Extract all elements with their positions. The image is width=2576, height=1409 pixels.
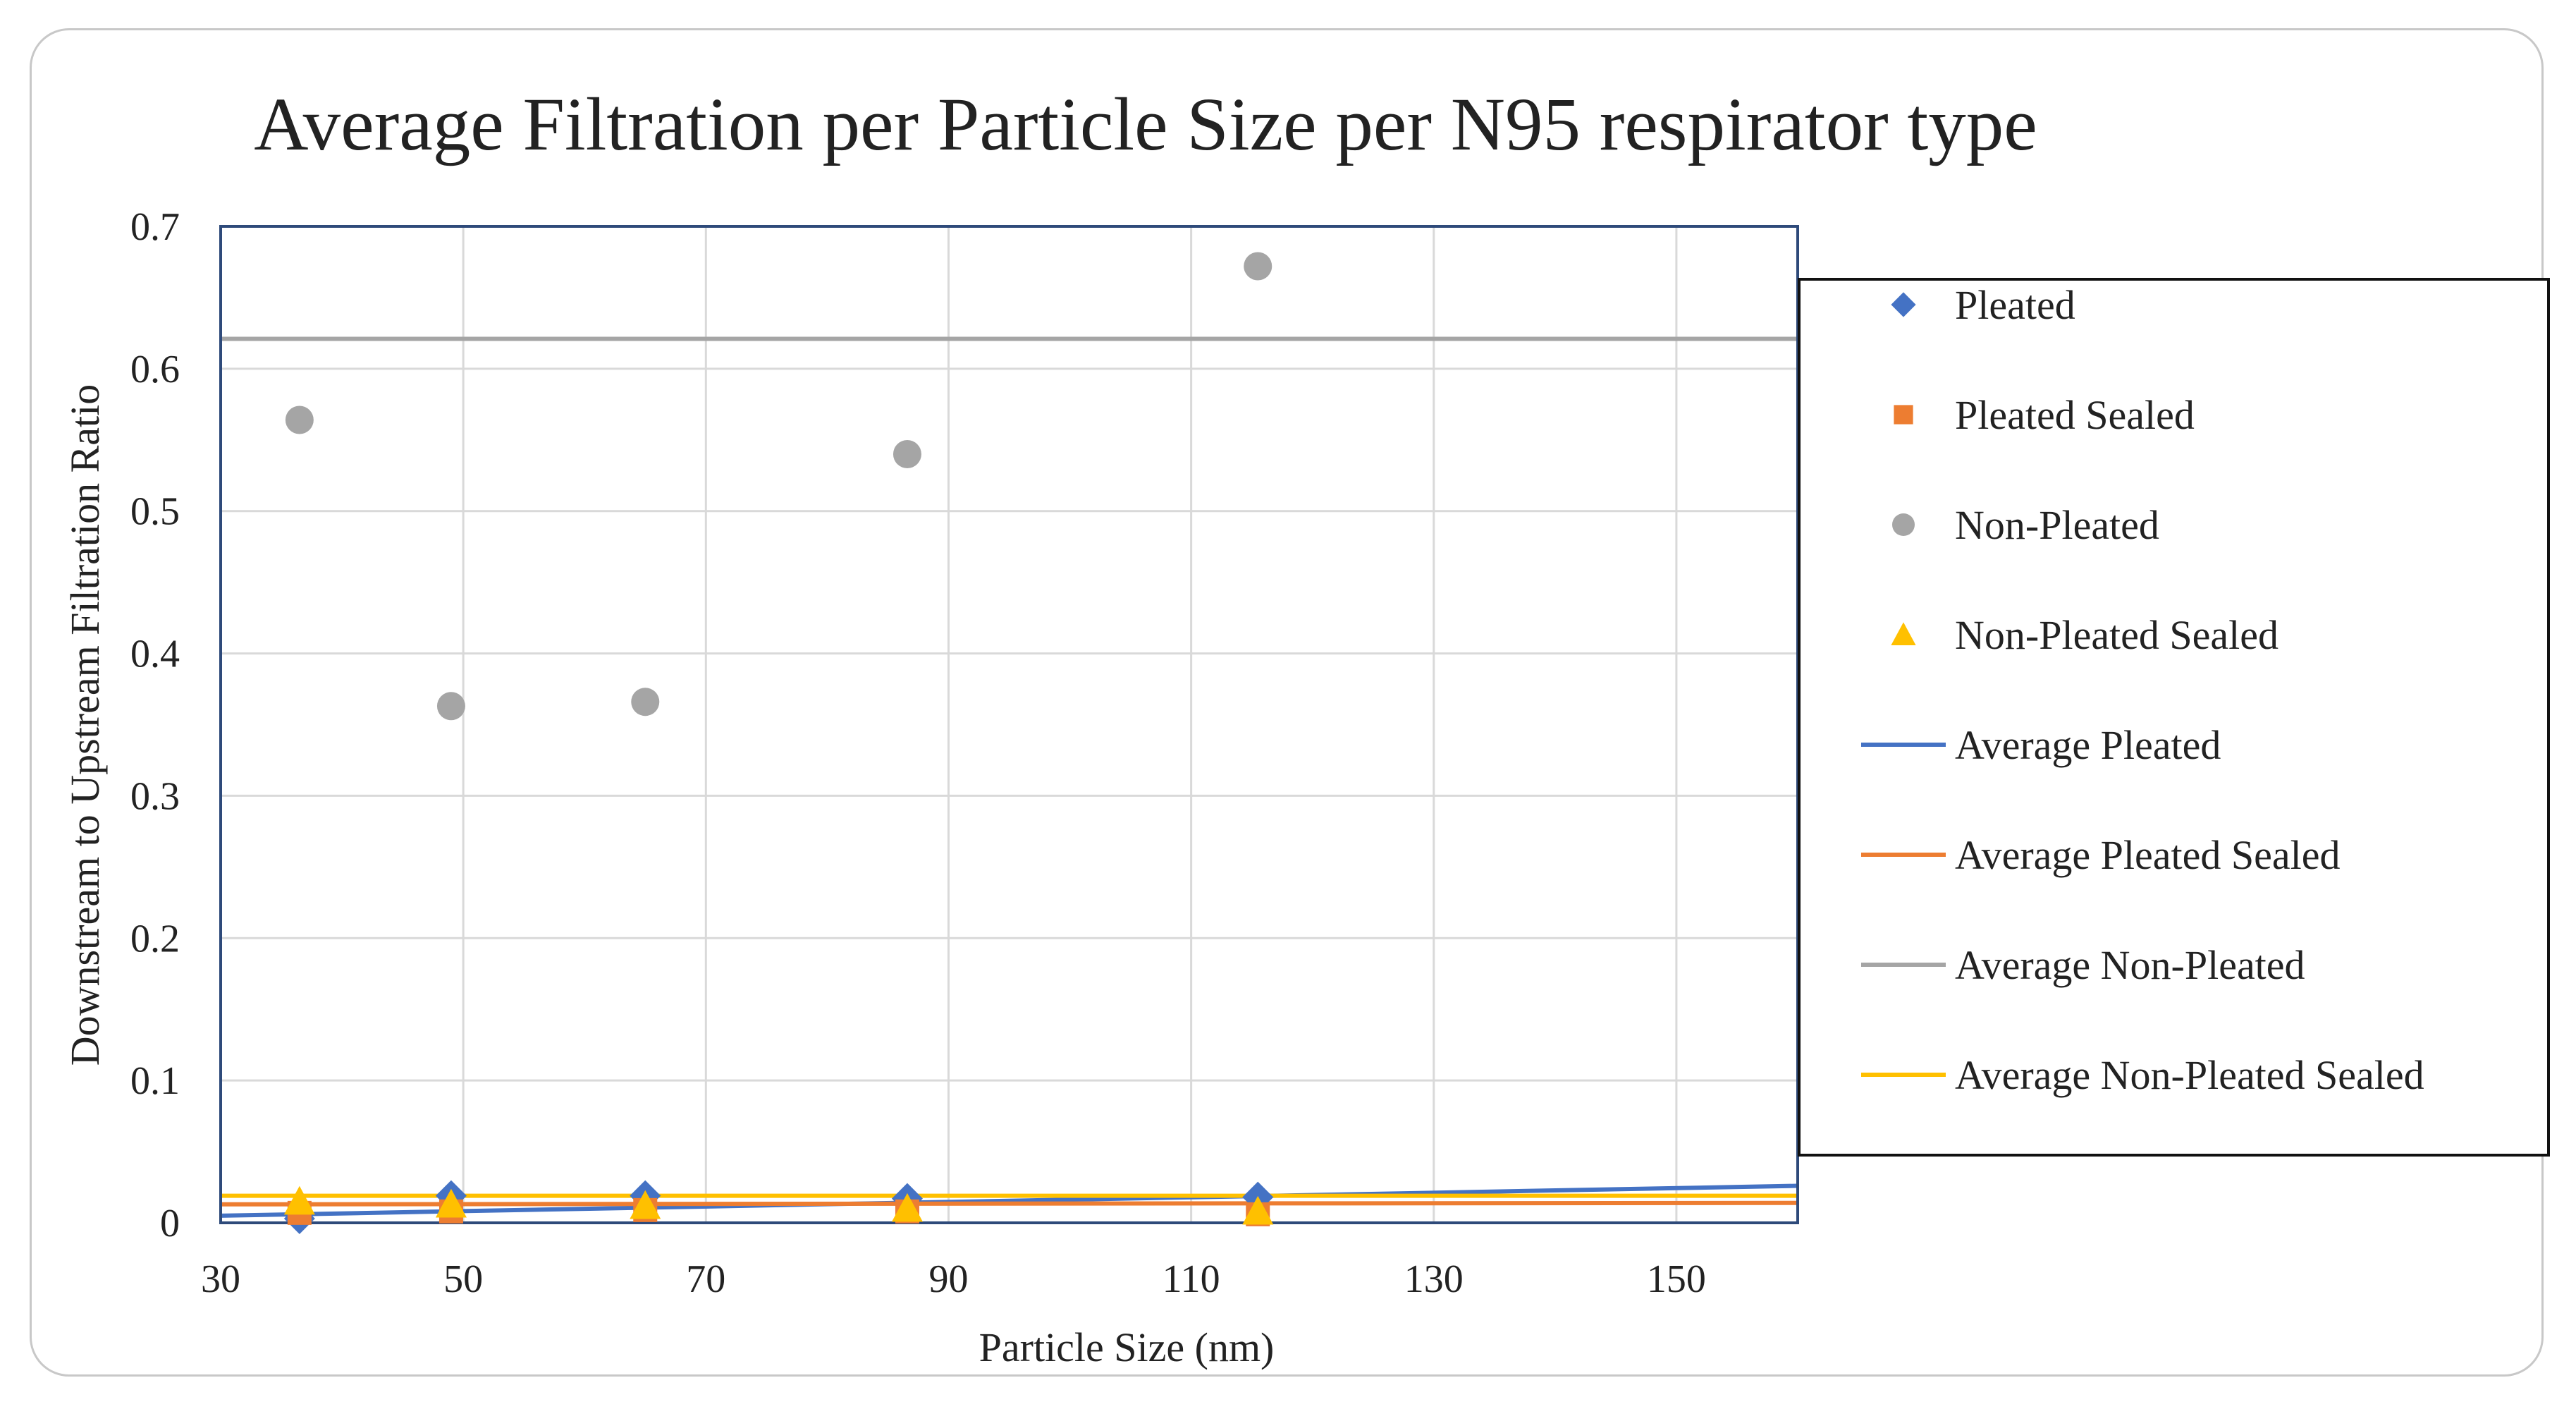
legend-average-non-pleated-label: Average Non-Pleated <box>1955 942 2305 988</box>
legend-pleated-sealed-swatch <box>1894 405 1913 425</box>
non-pleated-point <box>285 405 314 434</box>
non-pleated-point <box>1244 252 1272 281</box>
non-pleated-sealed-point <box>435 1188 467 1218</box>
legend-average-pleated-label: Average Pleated <box>1955 722 2221 768</box>
x-tick-label: 90 <box>928 1257 968 1301</box>
x-axis-label: Particle Size (nm) <box>979 1324 1275 1370</box>
x-tick-label: 130 <box>1404 1257 1464 1301</box>
grid-lines <box>219 225 1798 1224</box>
chart-title: Average Filtration per Particle Size per… <box>254 83 2037 166</box>
legend-non-pleated-label: Non-Pleated <box>1955 502 2159 548</box>
legend-pleated-sealed-label: Pleated Sealed <box>1955 392 2195 438</box>
non-pleated-point <box>893 439 921 468</box>
x-tick-label: 30 <box>201 1257 240 1301</box>
plot-area-border <box>219 225 1799 1224</box>
y-tick-label: 0.3 <box>130 774 180 818</box>
y-tick-label: 0 <box>160 1202 180 1245</box>
legend-average-pleated-sealed-label: Average Pleated Sealed <box>1955 832 2340 878</box>
y-tick-label: 0.5 <box>130 490 180 534</box>
non-pleated-sealed-point <box>1242 1195 1274 1225</box>
legend-pleated-label: Pleated <box>1955 282 2075 328</box>
legend-non-pleated-sealed-label: Non-Pleated Sealed <box>1955 612 2278 658</box>
x-tick-label: 70 <box>686 1257 725 1301</box>
non-pleated-sealed-point <box>891 1193 923 1222</box>
x-tick-label: 150 <box>1647 1257 1706 1301</box>
non-pleated-sealed-point <box>283 1185 315 1215</box>
average-lines <box>220 336 1798 1218</box>
y-tick-label: 0.6 <box>130 348 180 391</box>
y-tick-label: 0.1 <box>130 1059 180 1103</box>
x-tick-label: 110 <box>1163 1257 1220 1301</box>
y-tick-label: 0.2 <box>130 917 180 960</box>
non-pleated-sealed-point <box>630 1190 661 1219</box>
average-pleated-line <box>220 1183 1798 1218</box>
legend: Pleated Pleated Sealed Non-Pleated Non-Plea… <box>1861 282 2424 1098</box>
average-pleated-sealed-line <box>220 1200 1798 1207</box>
legend-non-pleated-swatch <box>1892 513 1915 536</box>
non-pleated-point <box>436 692 465 721</box>
x-tick-label: 50 <box>443 1257 483 1301</box>
y-axis-label: Downstream to Upstream Filtration Ratio <box>62 384 108 1066</box>
legend-box <box>1798 278 2550 1157</box>
data-points <box>283 252 1274 1234</box>
legend-non-pleated-sealed-swatch <box>1891 622 1916 645</box>
y-tick-label: 0.4 <box>130 633 180 676</box>
non-pleated-point <box>631 688 660 716</box>
axis-ticks: 0 0.1 0.2 0.3 0.4 0.5 0.6 0.7 30 50 70 90 110 130 150 <box>130 205 1706 1301</box>
legend-average-non-pleated-sealed-label: Average Non-Pleated Sealed <box>1955 1052 2424 1098</box>
legend-pleated-swatch <box>1891 292 1916 317</box>
y-tick-label: 0.7 <box>130 205 180 249</box>
